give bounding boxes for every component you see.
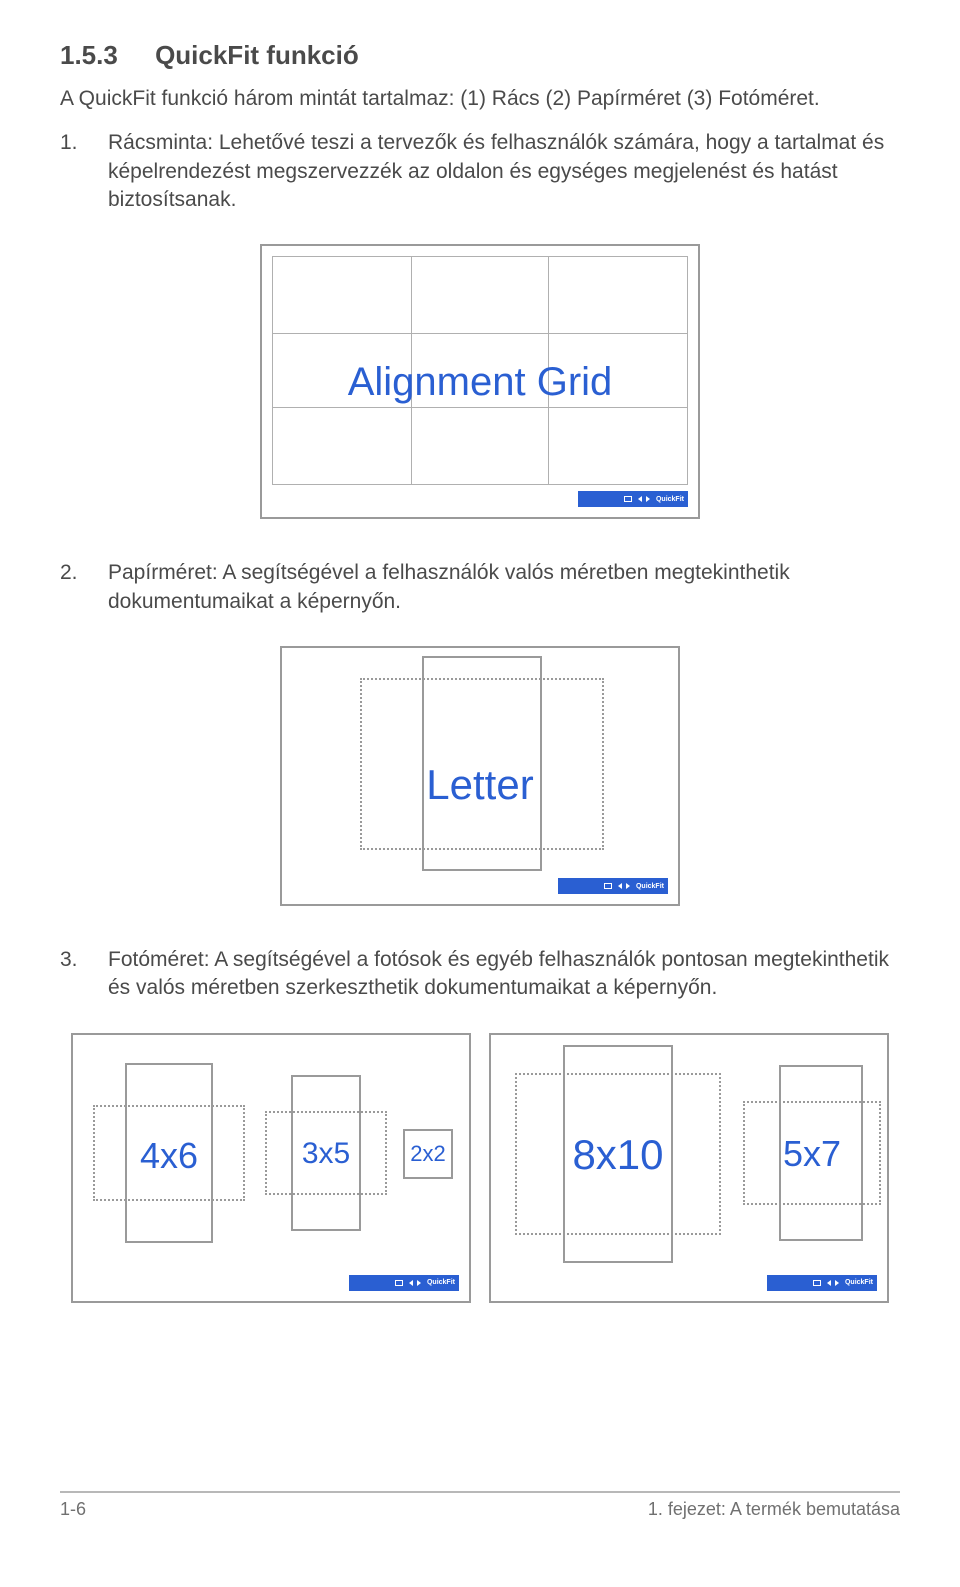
quickfit-bar: QuickFit	[558, 878, 668, 894]
monitor-frame: 4x6 3x5 2x2 QuickFit	[71, 1033, 471, 1303]
monitor-frame: Alignment Grid QuickFit	[260, 244, 700, 519]
item-text: Papírméret: A segítségével a felhasználó…	[108, 559, 900, 616]
quickfit-label: QuickFit	[656, 496, 684, 503]
list-item: 1. Rácsminta: Lehetővé teszi a tervezők …	[60, 129, 900, 214]
quickfit-bar: QuickFit	[349, 1275, 459, 1291]
paper-label: Letter	[282, 761, 678, 809]
item-text: Rácsminta: Lehetővé teszi a tervezők és …	[108, 129, 900, 214]
section-number: 1.5.3	[60, 40, 118, 70]
page-footer: 1-6 1. fejezet: A termék bemutatása	[60, 1491, 900, 1520]
diagram-alignment-grid: Alignment Grid QuickFit	[60, 244, 900, 519]
arrow-right-icon	[835, 1280, 839, 1286]
monitor-icon	[604, 883, 612, 889]
arrow-left-icon	[827, 1280, 831, 1286]
grid-hline	[272, 256, 688, 334]
monitor-frame: Letter QuickFit	[280, 646, 680, 906]
arrow-left-icon	[638, 496, 642, 502]
section-heading: 1.5.3 QuickFit funkció	[60, 40, 900, 71]
diagram-paper-size: Letter QuickFit	[60, 646, 900, 906]
item-number: 2.	[60, 559, 108, 616]
quickfit-label: QuickFit	[636, 883, 664, 890]
monitor-icon	[624, 496, 632, 502]
quickfit-label: QuickFit	[845, 1279, 873, 1286]
intro-paragraph: A QuickFit funkció három mintát tartalma…	[60, 85, 900, 113]
manual-page: 1.5.3 QuickFit funkció A QuickFit funkci…	[0, 0, 960, 1540]
arrow-left-icon	[409, 1280, 413, 1286]
arrow-right-icon	[417, 1280, 421, 1286]
photo-label: 3x5	[265, 1137, 387, 1171]
photo-label: 5x7	[743, 1133, 881, 1175]
item-text: Fotóméret: A segítségével a fotósok és e…	[108, 946, 900, 1003]
item-number: 3.	[60, 946, 108, 1003]
diagram-photo-sizes: 4x6 3x5 2x2 QuickFit 8x10 5x7	[60, 1033, 900, 1303]
monitor-icon	[395, 1280, 403, 1286]
grid-hline	[272, 407, 688, 485]
monitor-icon	[813, 1280, 821, 1286]
arrow-left-icon	[618, 883, 622, 889]
arrow-right-icon	[626, 883, 630, 889]
photo-label: 2x2	[403, 1141, 453, 1167]
chapter-title: 1. fejezet: A termék bemutatása	[648, 1499, 900, 1520]
page-number: 1-6	[60, 1499, 86, 1520]
quickfit-bar: QuickFit	[767, 1275, 877, 1291]
quickfit-label: QuickFit	[427, 1279, 455, 1286]
photo-label: 4x6	[93, 1135, 245, 1177]
quickfit-bar: QuickFit	[578, 491, 688, 507]
alignment-grid-label: Alignment Grid	[262, 360, 698, 405]
monitor-frame: 8x10 5x7 QuickFit	[489, 1033, 889, 1303]
photo-label: 8x10	[515, 1131, 721, 1179]
section-title: QuickFit funkció	[155, 40, 359, 70]
list-item: 3. Fotóméret: A segítségével a fotósok é…	[60, 946, 900, 1003]
footer-divider	[60, 1491, 900, 1493]
item-number: 1.	[60, 129, 108, 214]
arrow-right-icon	[646, 496, 650, 502]
list-item: 2. Papírméret: A segítségével a felhaszn…	[60, 559, 900, 616]
